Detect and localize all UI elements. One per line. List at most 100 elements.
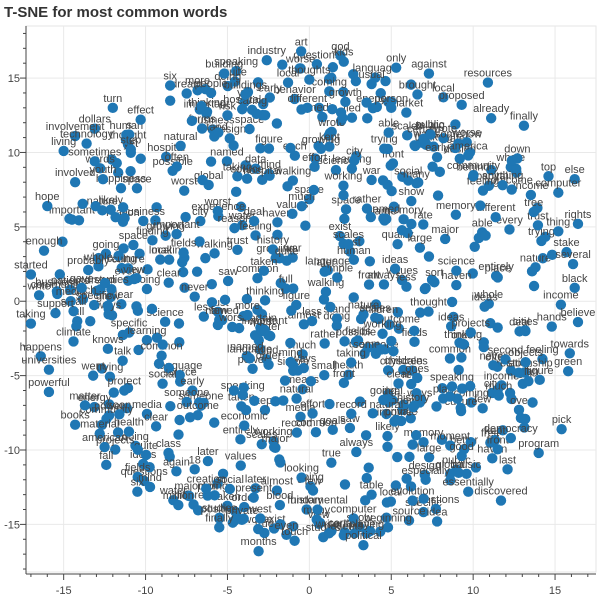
scatter-marker [117,202,129,213]
labeled-point: people [195,78,228,99]
background-point: fields [171,238,197,258]
background-point [457,383,468,394]
background-point: record [281,418,312,438]
background-point: show [398,186,424,207]
scatter-marker [247,363,258,374]
scatter-marker [257,174,268,186]
scatter-marker [222,275,234,287]
scatter-marker [228,140,239,151]
background-point: war [362,165,381,186]
scatter-marker [163,254,175,265]
scatter-marker [241,173,253,184]
point-label: finally [510,111,539,123]
scatter-marker [537,353,548,365]
point-label: going [370,385,397,397]
scatter-marker [361,203,373,214]
background-point [446,296,458,308]
background-point [384,319,395,330]
scatter-marker [453,364,464,376]
background-point [370,299,382,310]
point-label: speaking [430,371,474,383]
scatter-marker [401,473,412,484]
background-point [227,517,238,528]
point-label: 18 [189,454,201,466]
point-label: thinking [246,285,284,297]
background-point [367,408,379,419]
scatter-marker [533,447,544,459]
scatter-marker [206,278,218,290]
background-point: always [340,437,374,458]
background-point [96,363,108,374]
background-point: worse [451,127,481,148]
point-label: private [225,505,258,517]
scatter-marker [112,427,124,438]
background-point: early [258,82,282,103]
point-label: source [231,164,264,176]
point-label: common [295,417,337,429]
scatter-marker [250,163,261,174]
scatter-marker [282,77,294,88]
scatter-marker [274,454,285,465]
labeled-point: write [26,280,51,301]
scatter-marker [486,164,497,176]
scatter-marker [150,421,162,432]
scatter-marker [451,279,462,291]
scatter-marker [77,198,88,209]
scatter-marker [345,357,357,368]
background-point [437,383,448,394]
background-point: business [122,206,165,227]
point-label: much [289,339,316,351]
scatter-marker [239,420,250,431]
point-label: thinking [444,329,482,341]
scatter-marker [526,266,538,277]
scatter-marker [125,144,137,155]
scatter-marker [386,185,397,197]
point-label: stake [553,237,579,249]
scatter-marker [76,282,87,294]
scatter-marker [258,265,270,277]
point-label: history [290,494,323,506]
point-label: blood [266,490,293,502]
point-label: studies [202,503,237,515]
scatter-marker [420,474,431,485]
point-label: trust [227,235,248,247]
background-point [409,325,420,337]
scatter-marker [285,356,296,368]
point-label: working [323,171,362,183]
scatter-marker [117,329,129,341]
point-label: walking [274,166,312,178]
point-label: science [438,256,475,268]
point-label: making [151,245,186,257]
scatter-marker [209,248,220,259]
labeled-point: believe [561,307,595,328]
scatter-marker [404,451,415,463]
labeled-point: towards [551,338,590,359]
labeled-point: positive [201,503,238,524]
background-point: water [159,485,187,506]
point-label: income [377,406,412,418]
scatter-marker [363,462,374,473]
scatter-marker [444,353,456,364]
labeled-point: talk [114,346,132,366]
point-label: protect [107,375,141,387]
point-label: moment [430,431,470,443]
point-label: kept [319,132,340,144]
scatter-marker [405,413,416,424]
scatter-marker [434,166,445,178]
scatter-marker [485,113,497,124]
point-label: happiness [96,173,147,185]
point-label: risk [219,100,237,112]
scatter-marker [277,59,288,70]
labeled-point: usual [358,69,385,90]
point-label: step [120,134,141,146]
scatter-marker [213,127,224,138]
background-point: culture [112,253,145,274]
background-point [251,108,262,120]
point-label: feeling [526,344,558,356]
background-point [217,468,229,479]
background-point [173,429,184,440]
scatter-marker [392,451,403,463]
background-point [480,230,491,241]
scatter-marker [467,171,479,182]
background-point [464,380,476,392]
